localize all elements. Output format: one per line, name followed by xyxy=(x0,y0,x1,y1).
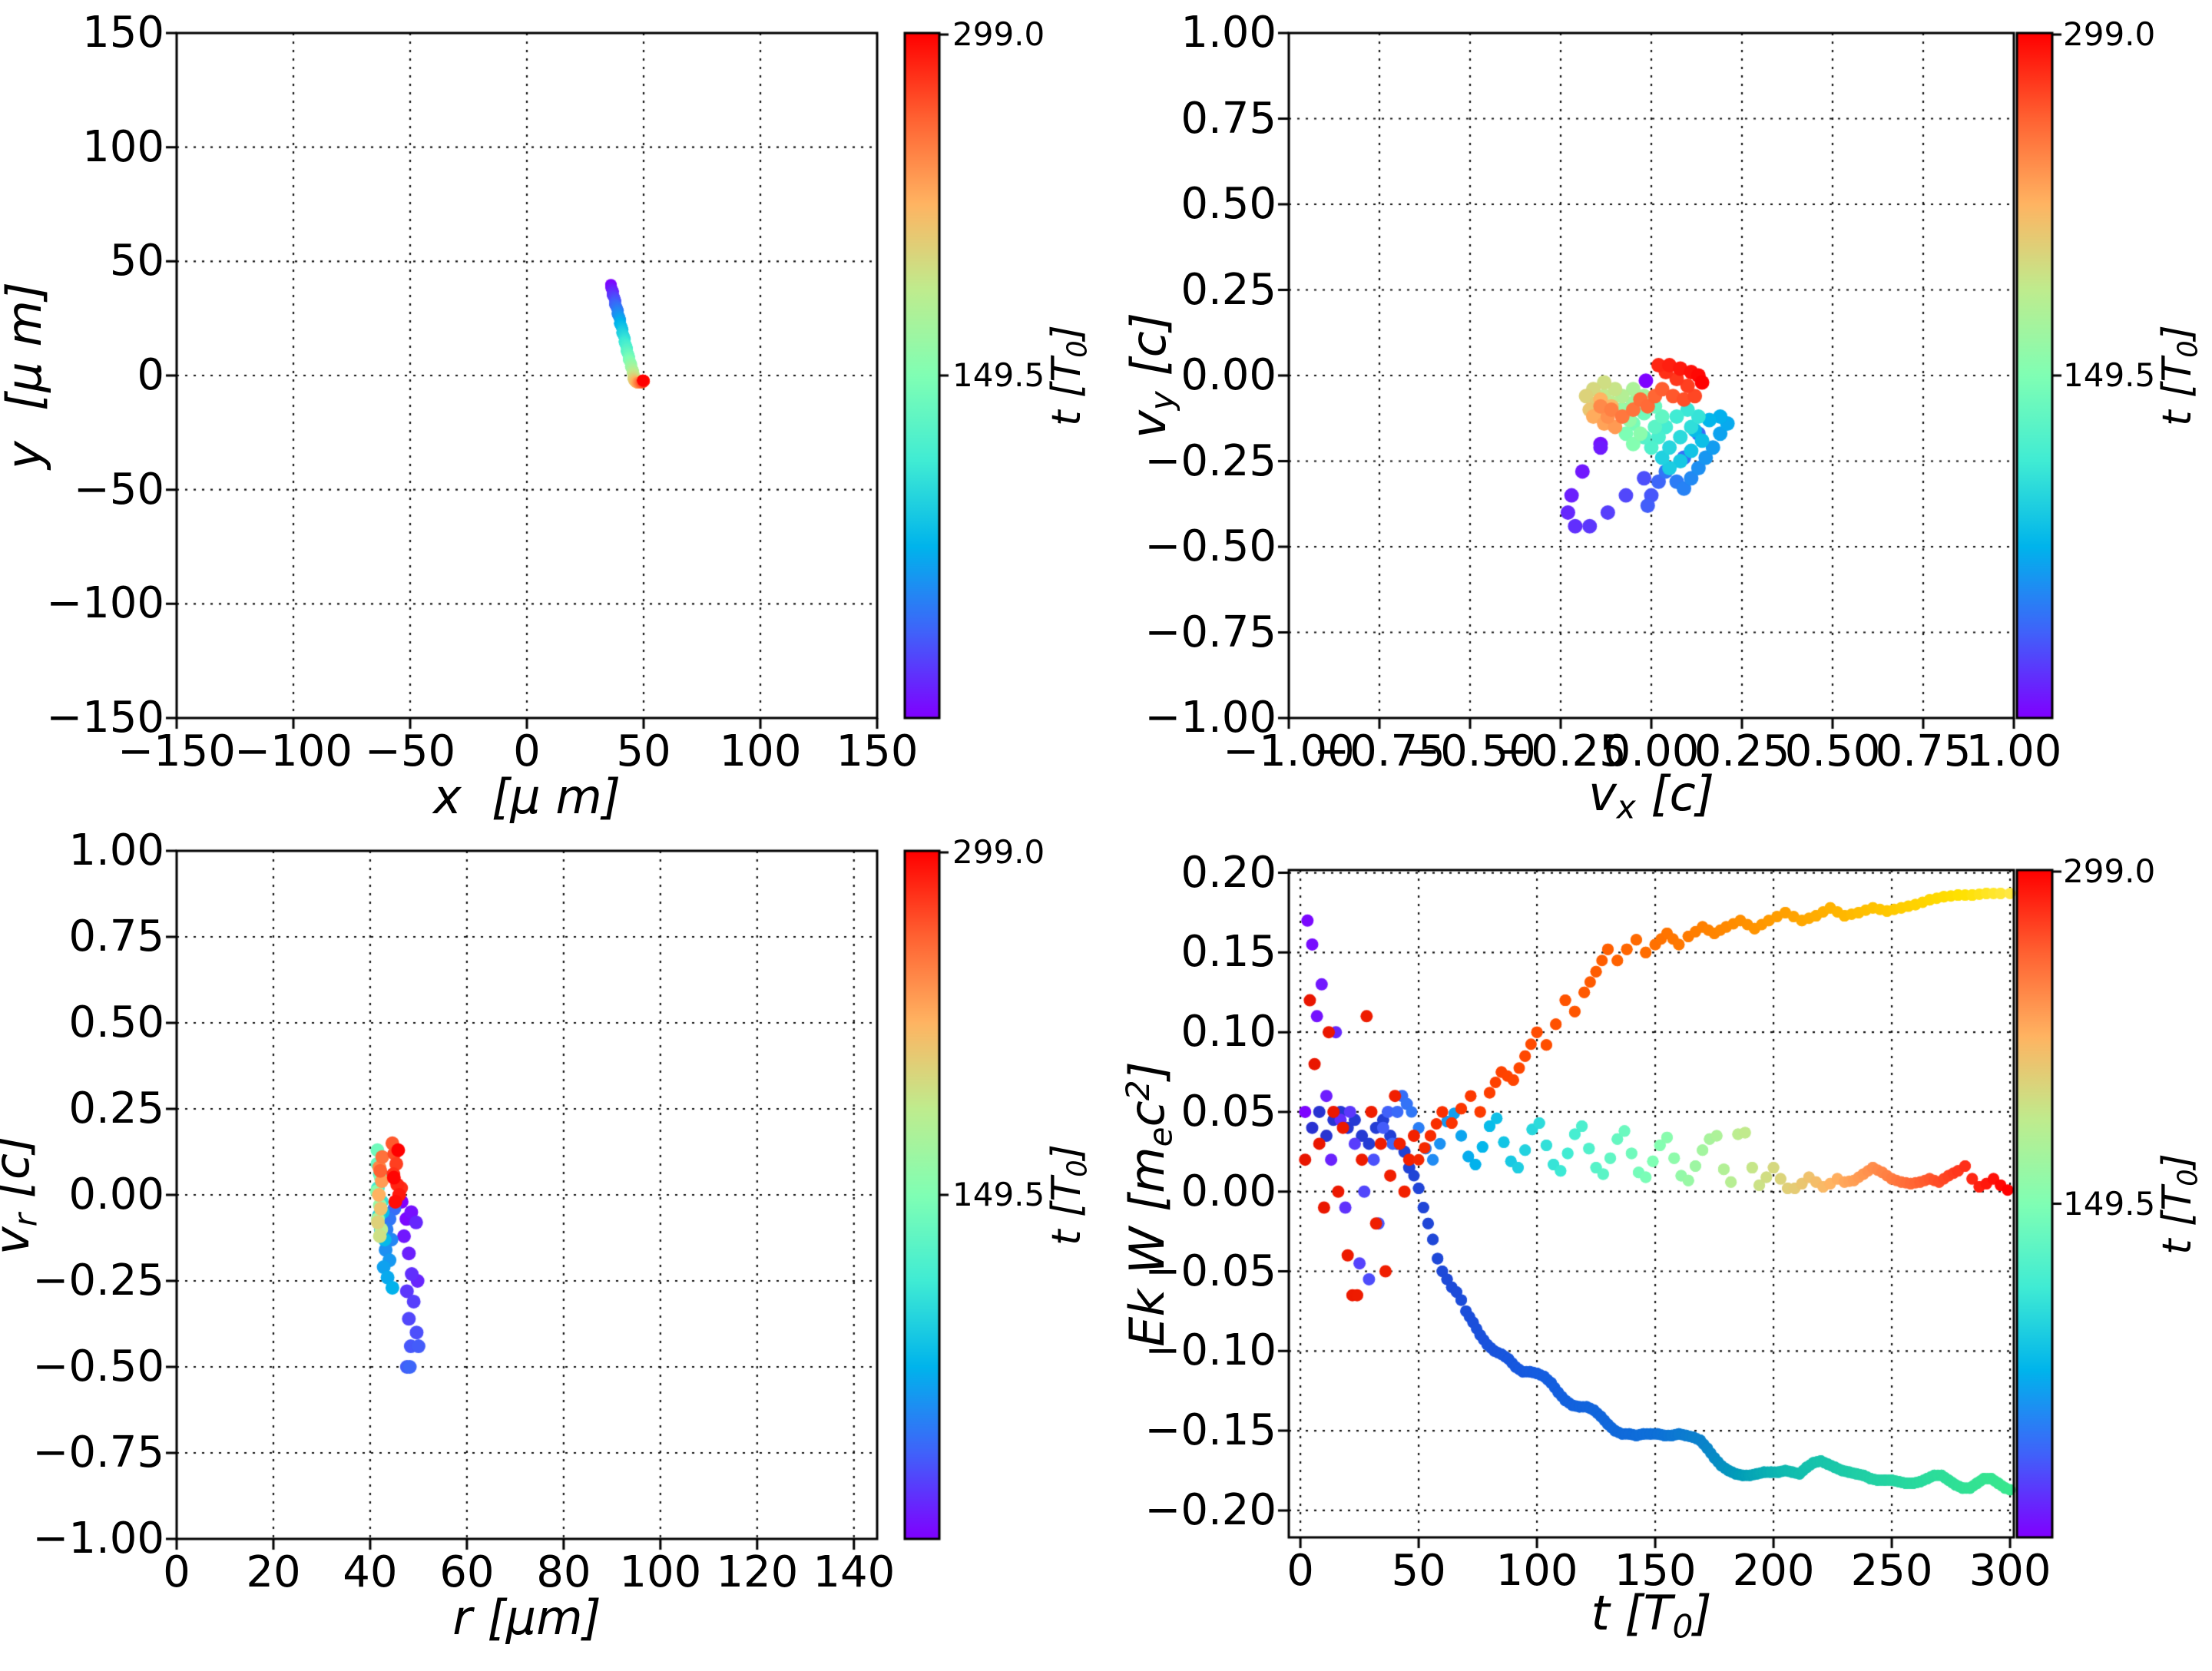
plot2-colorbar-max-label: 299.0 xyxy=(2063,15,2156,53)
plot1-xlabel: x [μ m] xyxy=(432,769,621,825)
plot2-ytick-label: 0.00 xyxy=(1181,350,1277,400)
plot1-xtick-label: 50 xyxy=(616,726,671,776)
plot2-xtick-label: −1.00 xyxy=(1223,726,1355,776)
plot3-colorbar-label: t [T0] xyxy=(1043,1144,1094,1246)
plot1-ytick-label: 100 xyxy=(82,121,164,172)
plot1-xtick-label: −50 xyxy=(364,726,456,776)
plot4-ytick-label: 0.05 xyxy=(1181,1086,1277,1137)
plot1-xtick-label: 0 xyxy=(513,726,541,776)
plot4-xtick-label: 150 xyxy=(1614,1546,1697,1596)
plot4-xtick-label: 200 xyxy=(1732,1546,1815,1596)
plot4-xtick-label: 300 xyxy=(1969,1546,2051,1596)
plot3-xtick-label: 140 xyxy=(813,1547,896,1597)
plot1-ytick-label: −100 xyxy=(46,578,164,629)
plot4-ytick-label: 0.15 xyxy=(1181,927,1277,978)
plot4-colorbar-label: t [T0] xyxy=(2154,1153,2204,1255)
plot2-xtick-label: 0.50 xyxy=(1784,726,1881,776)
plot2-ytick-label: 1.00 xyxy=(1181,8,1277,58)
plot1-colorbar-label: t [T0] xyxy=(1043,325,1094,426)
plot1-ytick-label: 50 xyxy=(109,236,164,286)
plot3-xlabel: r [μm] xyxy=(452,1590,601,1646)
plot3-ytick-label: 0.00 xyxy=(68,1170,164,1219)
plot2-colorbar-label: t [T0] xyxy=(2154,325,2204,426)
plot2-ytick-label: 0.75 xyxy=(1181,93,1277,144)
plot4-ytick-label: −0.15 xyxy=(1144,1405,1277,1456)
plot4-ytick-label: 0.00 xyxy=(1181,1166,1277,1216)
plot2-ytick-label: 0.50 xyxy=(1181,179,1277,229)
plot1-ytick-label: 150 xyxy=(82,8,164,58)
plot2-xtick-label: 0.75 xyxy=(1875,726,1972,776)
plot2-xtick-label: −0.75 xyxy=(1313,726,1445,776)
plot2-colorbar-mid-label: 149.5 xyxy=(2063,356,2156,394)
plot4-ytick-label: −0.05 xyxy=(1144,1246,1277,1296)
plot4-xtick-label: 100 xyxy=(1495,1546,1578,1596)
plot1-ytick-label: 0 xyxy=(137,350,164,400)
plot4-ytick-label: −0.20 xyxy=(1144,1484,1277,1535)
plot3-ytick-label: −0.75 xyxy=(32,1428,164,1477)
plot3-ytick-label: −0.50 xyxy=(32,1342,164,1391)
plot3-xtick-label: 120 xyxy=(716,1547,799,1597)
plot2-ytick-label: −0.50 xyxy=(1144,521,1277,571)
plot4-xlabel: t [T0] xyxy=(1591,1585,1712,1646)
plot3-xtick-label: 0 xyxy=(163,1547,190,1597)
plot4-ytick-label: 0.20 xyxy=(1181,847,1277,898)
plot2-xtick-label: 1.00 xyxy=(1965,726,2062,776)
plot3-colorbar-mid-label: 149.5 xyxy=(952,1176,1045,1213)
plot1-colorbar-mid-label: 149.5 xyxy=(952,356,1045,394)
plot1-xtick-label: 100 xyxy=(719,726,802,776)
plot4-xtick-label: 250 xyxy=(1850,1546,1933,1596)
plot1-xtick-label: −150 xyxy=(118,726,236,776)
plot2-ytick-label: −1.00 xyxy=(1144,693,1277,743)
plot3-colorbar-max-label: 299.0 xyxy=(952,833,1045,871)
plot2-ytick-label: −0.25 xyxy=(1144,435,1277,486)
plot2-xtick-label: −0.50 xyxy=(1404,726,1536,776)
plot1-colorbar-max-label: 299.0 xyxy=(952,15,1045,53)
plot1-xtick-label: 150 xyxy=(836,726,919,776)
plot4-xtick-label: 0 xyxy=(1286,1546,1314,1596)
plot3-ytick-label: 0.75 xyxy=(68,912,164,961)
plot2-xtick-label: 0.00 xyxy=(1603,726,1700,776)
plot3-ytick-label: −1.00 xyxy=(32,1514,164,1563)
plot3-xtick-label: 100 xyxy=(619,1547,702,1597)
plot3-ytick-label: 1.00 xyxy=(68,826,164,875)
plot3-ytick-label: 0.50 xyxy=(68,998,164,1047)
plot3-xtick-label: 80 xyxy=(536,1547,591,1597)
plot2-ytick-label: −0.75 xyxy=(1144,607,1277,657)
plot1-ytick-label: −50 xyxy=(73,464,164,515)
plot1-ytick-label: −150 xyxy=(46,693,164,743)
plot2-xtick-label: 0.25 xyxy=(1694,726,1790,776)
plot4-ylabel: Ek W [mec2] xyxy=(1119,1061,1180,1347)
plot1-ylabel: y [μ m] xyxy=(0,281,52,470)
plot4-xtick-label: 50 xyxy=(1391,1546,1446,1596)
plot3-ylabel: vr [c] xyxy=(0,1134,45,1255)
plot3-xtick-label: 20 xyxy=(246,1547,301,1597)
plot4-ytick-label: 0.10 xyxy=(1181,1007,1277,1057)
plot4-colorbar-max-label: 299.0 xyxy=(2063,852,2156,890)
plot4-ytick-label: −0.10 xyxy=(1144,1325,1277,1376)
plot2-xlabel: vx [c] xyxy=(1588,766,1714,826)
plot1-xtick-label: −100 xyxy=(234,726,353,776)
plot2-xtick-label: −0.25 xyxy=(1495,726,1627,776)
plot2-ytick-label: 0.25 xyxy=(1181,264,1277,315)
plot3-xtick-label: 60 xyxy=(439,1547,495,1597)
plot2-ylabel: vy [c] xyxy=(1121,313,1181,438)
plot3-xtick-label: 40 xyxy=(343,1547,398,1597)
plot3-ytick-label: 0.25 xyxy=(68,1084,164,1133)
plot3-ytick-label: −0.25 xyxy=(32,1256,164,1305)
plot4-colorbar-mid-label: 149.5 xyxy=(2063,1184,2156,1223)
